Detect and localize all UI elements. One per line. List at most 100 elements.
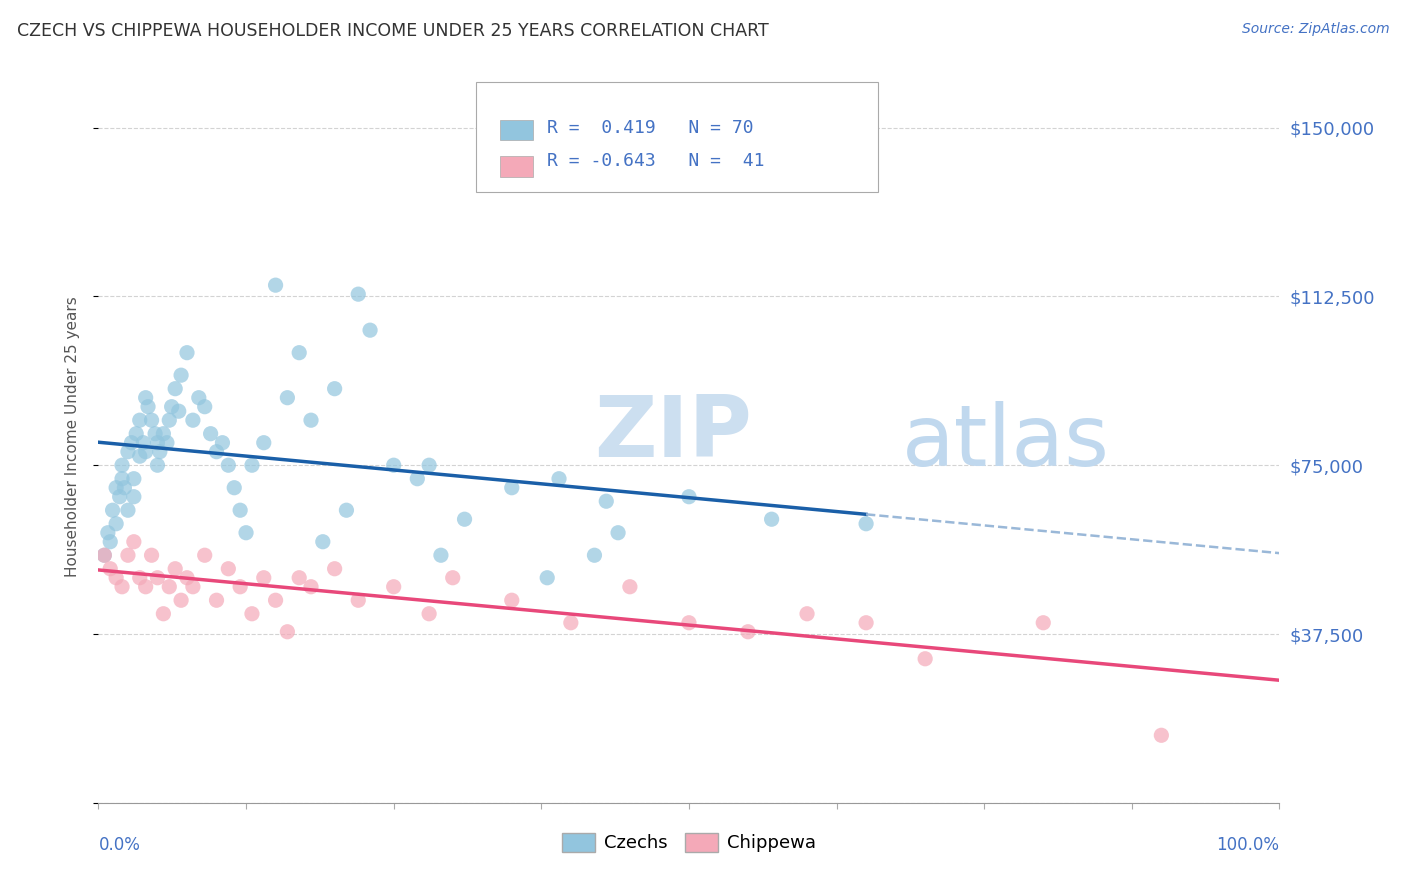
Point <box>170 368 193 383</box>
Point <box>678 615 700 630</box>
Point <box>135 391 157 405</box>
Point <box>152 607 174 621</box>
Point <box>152 426 174 441</box>
Point <box>128 571 150 585</box>
Point <box>165 562 187 576</box>
Point <box>170 593 193 607</box>
Point <box>347 593 370 607</box>
Point <box>108 490 131 504</box>
Point <box>796 607 818 621</box>
Point <box>176 571 198 585</box>
Point <box>583 548 606 562</box>
Point <box>117 503 139 517</box>
Point <box>194 548 217 562</box>
Point <box>111 580 134 594</box>
Point <box>128 449 150 463</box>
Point <box>97 525 120 540</box>
Point <box>157 580 180 594</box>
Point <box>914 652 936 666</box>
Point <box>117 444 139 458</box>
Point <box>105 571 128 585</box>
Point <box>323 382 346 396</box>
Point <box>112 481 135 495</box>
Point <box>136 400 159 414</box>
Point <box>619 580 641 594</box>
Point <box>264 593 287 607</box>
Point <box>229 503 252 517</box>
Point <box>288 571 311 585</box>
Point <box>135 444 157 458</box>
Point <box>128 413 150 427</box>
Point <box>143 426 166 441</box>
Point <box>536 571 558 585</box>
Point <box>132 435 155 450</box>
Y-axis label: Householder Income Under 25 years: Householder Income Under 25 years <box>65 297 80 577</box>
Point <box>135 580 157 594</box>
Point <box>181 413 204 427</box>
Point <box>229 580 252 594</box>
Point <box>149 444 172 458</box>
Point <box>347 287 370 301</box>
Point <box>288 345 311 359</box>
Text: R =  0.419   N = 70: R = 0.419 N = 70 <box>547 119 754 136</box>
Point <box>122 490 145 504</box>
Point <box>240 458 263 473</box>
Point <box>299 413 322 427</box>
Point <box>418 458 440 473</box>
Point <box>224 481 246 495</box>
Text: CZECH VS CHIPPEWA HOUSEHOLDER INCOME UNDER 25 YEARS CORRELATION CHART: CZECH VS CHIPPEWA HOUSEHOLDER INCOME UND… <box>17 22 769 40</box>
Point <box>146 435 169 450</box>
Point <box>101 503 124 517</box>
Point <box>93 548 115 562</box>
Point <box>607 525 630 540</box>
Point <box>737 624 759 639</box>
Point <box>312 534 335 549</box>
Point <box>430 548 453 562</box>
Point <box>105 516 128 531</box>
Point <box>240 607 263 621</box>
Point <box>205 444 228 458</box>
Point <box>111 458 134 473</box>
Point <box>382 580 405 594</box>
Point <box>93 548 115 562</box>
Point <box>276 624 298 639</box>
Point <box>141 548 163 562</box>
Bar <box>501 120 533 140</box>
Point <box>122 472 145 486</box>
Point <box>299 580 322 594</box>
Point <box>122 534 145 549</box>
Point <box>1032 615 1054 630</box>
Point <box>217 562 239 576</box>
Point <box>211 435 233 450</box>
Point <box>200 426 222 441</box>
Text: Source: ZipAtlas.com: Source: ZipAtlas.com <box>1241 22 1389 37</box>
Point <box>406 472 429 486</box>
Point <box>548 472 571 486</box>
Point <box>501 481 523 495</box>
Point <box>117 548 139 562</box>
Point <box>111 472 134 486</box>
Point <box>181 580 204 594</box>
Point <box>382 458 405 473</box>
Point <box>560 615 582 630</box>
Point <box>217 458 239 473</box>
FancyBboxPatch shape <box>477 82 877 192</box>
Text: 0.0%: 0.0% <box>98 836 141 854</box>
Point <box>323 562 346 576</box>
Point <box>253 435 276 450</box>
Point <box>160 400 183 414</box>
Point <box>157 413 180 427</box>
Point <box>205 593 228 607</box>
Point <box>501 593 523 607</box>
Point <box>761 512 783 526</box>
Point <box>678 490 700 504</box>
Point <box>276 391 298 405</box>
Point <box>235 525 257 540</box>
Point <box>156 435 179 450</box>
Point <box>105 481 128 495</box>
Point <box>165 382 187 396</box>
Point <box>253 571 276 585</box>
Point <box>176 345 198 359</box>
Point <box>141 413 163 427</box>
Point <box>125 426 148 441</box>
